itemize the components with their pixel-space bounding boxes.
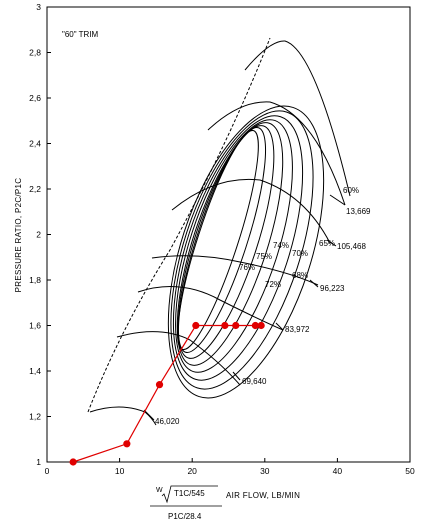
- y-tick-label: 2,4: [29, 139, 41, 149]
- speed-label-46020: 46,020: [155, 417, 180, 426]
- formula-sqrt-sign: [161, 485, 218, 504]
- eff-label-60: 60%: [343, 186, 359, 195]
- trim-annotation: "60" TRIM: [62, 30, 99, 39]
- y-tick-label: 1: [36, 457, 41, 467]
- x-tick-label: 40: [333, 466, 343, 476]
- axis-ticks: 0 10 20 30 40 50 1 1,2 1,4 1,6 1,8 2 2,2 2,4 2,6 2,8 3: [29, 2, 415, 476]
- speed-label-83972: 83,972: [285, 325, 310, 334]
- x-tick-label: 30: [260, 466, 270, 476]
- operating-point: [155, 381, 164, 389]
- surge-line: [87, 37, 271, 413]
- formula-numerator-w: W: [156, 487, 163, 494]
- y-tick-label: 1,8: [29, 275, 41, 285]
- y-tick-label: 1,4: [29, 366, 41, 376]
- eff-label-75: 75%: [256, 252, 272, 261]
- operating-point: [192, 321, 200, 330]
- y-tick-label: 3: [36, 2, 41, 12]
- x-axis-formula: W T1C/545 P1C/28.4: [150, 485, 222, 521]
- speed-label-105468: 105,468: [337, 242, 366, 251]
- operating-point: [123, 440, 131, 448]
- speed-line-96223: [151, 255, 319, 286]
- plot-frame: [46, 6, 411, 463]
- formula-sqrt-term: T1C/545: [174, 489, 205, 498]
- eff-label-70: 70%: [292, 249, 308, 258]
- speed-line-13669: [207, 101, 346, 206]
- operating-point: [221, 321, 229, 330]
- eff-label-76: 76%: [239, 263, 255, 272]
- speed-label-13669: 13,669: [346, 207, 371, 216]
- eff-label-65: 65%: [319, 239, 335, 248]
- speed-label-69640: 69,640: [242, 377, 267, 386]
- x-tick-label: 0: [45, 466, 50, 476]
- compressor-map-lines: [87, 37, 351, 426]
- operating-point: [251, 321, 259, 330]
- x-tick-label: 50: [405, 466, 415, 476]
- y-tick-label: 1,2: [29, 412, 41, 422]
- operating-point: [257, 321, 265, 330]
- y-tick-label: 1,6: [29, 321, 41, 331]
- y-tick-label: 2: [36, 230, 41, 240]
- operating-line-series: [69, 321, 265, 466]
- speed-line-69640: [116, 331, 241, 386]
- y-axis-label: PRESSURE RATIO, P2C/P1C: [14, 178, 23, 293]
- operating-point: [69, 458, 77, 466]
- eff-label-72: 72%: [265, 280, 281, 289]
- speed-label-96223: 96,223: [320, 284, 345, 293]
- x-axis-label: AIR FLOW, LB/MIN: [226, 491, 300, 500]
- speed-line-top: [244, 40, 351, 197]
- speed-line-105468: [171, 178, 331, 244]
- y-tick-label: 2,8: [29, 48, 41, 58]
- y-tick-label: 2,6: [29, 93, 41, 103]
- operating-point: [232, 321, 240, 330]
- formula-denominator: P1C/28.4: [168, 512, 202, 521]
- x-tick-label: 10: [115, 466, 125, 476]
- speed-line-83972: [137, 286, 284, 331]
- eff-label-74: 74%: [273, 241, 289, 250]
- eff-label-68: 68%: [292, 271, 308, 280]
- y-tick-label: 2,2: [29, 184, 41, 194]
- x-tick-label: 20: [187, 466, 197, 476]
